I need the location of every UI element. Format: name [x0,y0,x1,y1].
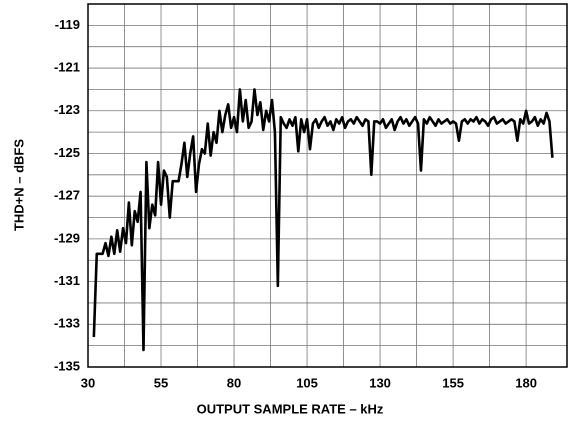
x-tick-label: 105 [296,375,318,390]
data-line [92,88,554,352]
y-tick-label: -131 [54,273,80,288]
x-tick-label: 155 [442,375,464,390]
plot-frame [87,3,568,368]
x-tick-label: 80 [227,375,241,390]
y-tick-label: -135 [54,358,80,373]
y-tick-label: -133 [54,316,80,331]
y-tick-label: -121 [54,59,80,74]
x-tick-label: 180 [515,375,537,390]
x-axis-title: OUTPUT SAMPLE RATE – kHz [197,401,384,416]
y-axis-title: THD+N – dBFS [11,139,26,231]
y-tick-label: -129 [54,230,80,245]
y-tick-label: -123 [54,102,80,117]
y-tick-label: -119 [55,17,80,32]
x-tick-label: 130 [369,375,391,390]
x-tick-label: 55 [154,375,168,390]
x-tick-label: 30 [81,375,95,390]
y-tick-label: -125 [54,145,80,160]
y-tick-label: -127 [54,188,80,203]
